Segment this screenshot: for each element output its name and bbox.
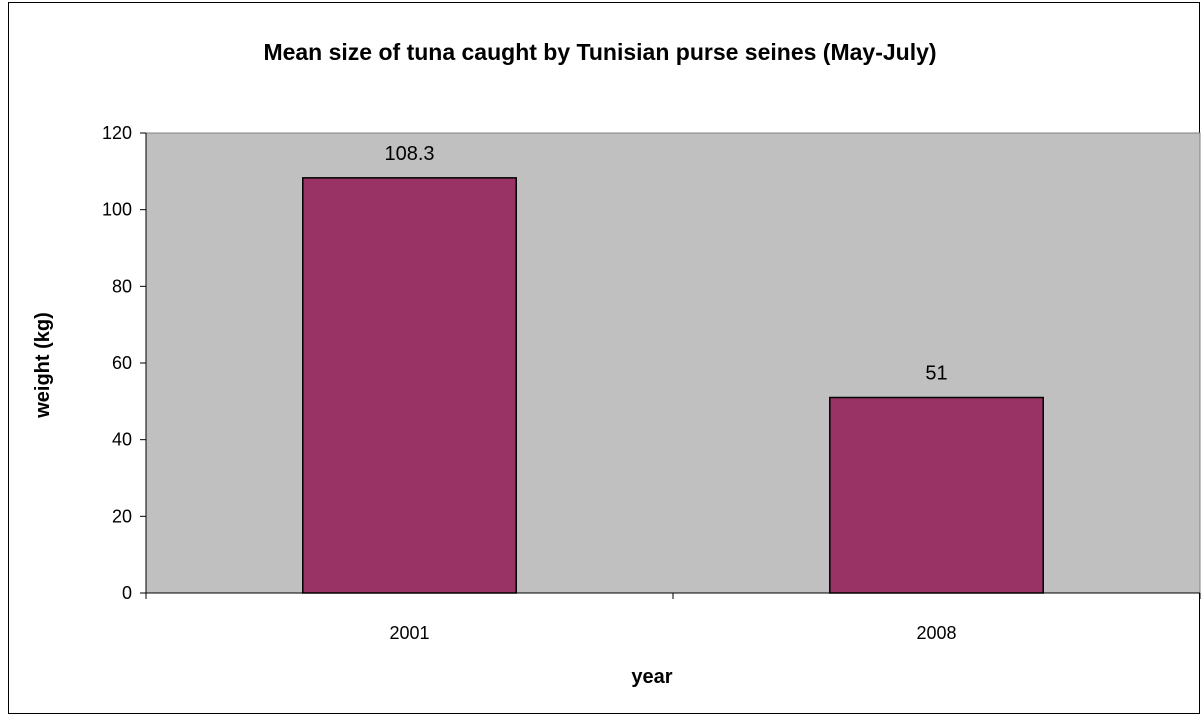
- bar-2001: [302, 177, 517, 594]
- x-axis-label: year: [631, 666, 672, 688]
- x-axis: 2001 2008: [140, 592, 1201, 643]
- y-tick-label: 0: [122, 583, 132, 603]
- x-tick-label: 2001: [389, 623, 429, 643]
- y-axis: 0 20 40 60 80 100 120: [102, 123, 147, 603]
- y-tick-label: 40: [112, 430, 132, 450]
- y-tick-label: 120: [102, 123, 132, 143]
- bars: 108.3 51: [302, 143, 1044, 594]
- x-tick-label: 2008: [916, 623, 956, 643]
- chart-title: Mean size of tuna caught by Tunisian pur…: [263, 39, 936, 65]
- data-label-2008: 51: [925, 363, 947, 385]
- y-axis-label: weight (kg): [32, 312, 54, 419]
- y-tick-label: 60: [112, 353, 132, 373]
- y-tick-label: 80: [112, 276, 132, 296]
- data-label-2001: 108.3: [384, 143, 434, 165]
- y-tick-label: 100: [102, 200, 132, 220]
- y-tick-label: 20: [112, 506, 132, 526]
- bar-2008: [829, 396, 1044, 594]
